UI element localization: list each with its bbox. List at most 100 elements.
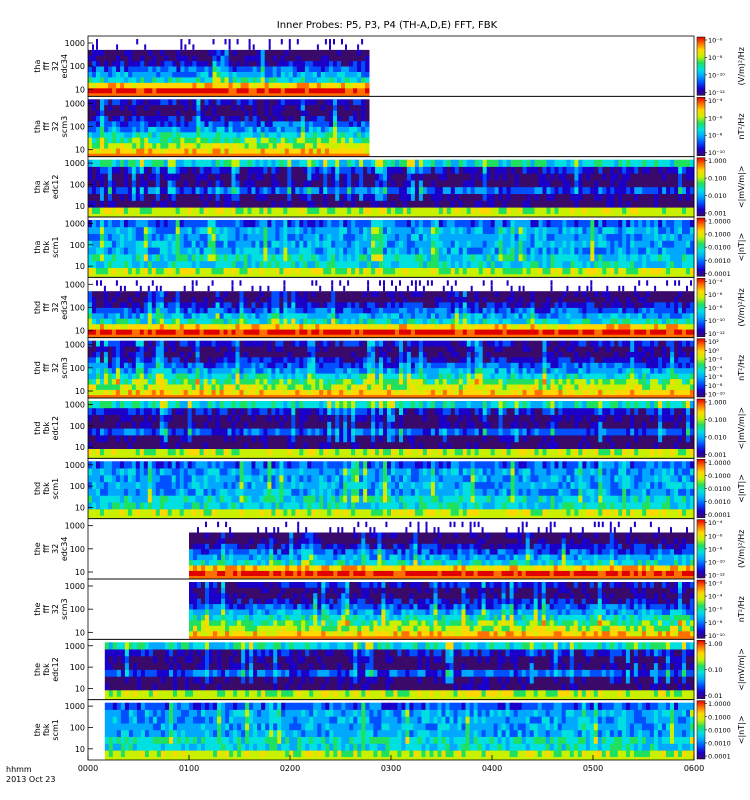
heatmap-cell xyxy=(490,159,496,167)
heatmap-cell xyxy=(391,329,396,335)
heatmap-cell xyxy=(345,104,350,111)
heatmap-cell xyxy=(283,302,288,308)
heatmap-cell xyxy=(255,226,260,234)
heatmap-cell xyxy=(160,137,165,144)
heatmap-cell xyxy=(259,233,264,241)
heatmap-cell xyxy=(204,60,209,67)
heatmap-cell xyxy=(658,214,663,217)
heatmap-cell xyxy=(196,71,201,78)
heatmap-cell xyxy=(123,302,129,308)
heatmap-cell xyxy=(207,285,210,292)
heatmap-cell xyxy=(164,131,169,138)
heatmap-cell xyxy=(139,312,145,319)
heatmap-cell xyxy=(379,247,384,255)
heatmap-cell xyxy=(299,323,304,330)
heatmap-cell xyxy=(367,180,372,188)
heatmap-cell xyxy=(280,110,286,116)
heatmap-cell xyxy=(267,302,272,308)
heatmap-cell xyxy=(308,87,314,94)
heatmap-cell xyxy=(470,180,476,188)
heatmap-cell xyxy=(224,115,229,122)
heatmap-cell xyxy=(353,126,358,133)
heatmap-cell xyxy=(434,193,440,201)
heatmap-cell xyxy=(638,159,643,167)
heatmap-cell xyxy=(251,296,256,303)
heatmap-cell xyxy=(371,323,376,330)
heatmap-cell xyxy=(554,274,559,278)
heatmap-cell xyxy=(642,186,647,194)
heatmap-cell xyxy=(179,302,185,308)
heatmap-cell xyxy=(357,55,362,62)
heatmap-cell xyxy=(307,233,312,241)
heatmap-cell xyxy=(674,220,679,228)
heatmap-cell xyxy=(259,291,264,297)
heatmap-cell xyxy=(324,148,330,154)
heatmap-cell xyxy=(578,240,583,248)
heatmap-cell xyxy=(339,186,344,194)
heatmap-cell xyxy=(103,291,109,297)
heatmap-cell xyxy=(363,207,368,215)
heatmap-cell xyxy=(219,307,224,314)
heatmap-cell xyxy=(674,233,679,241)
heatmap-cell xyxy=(207,214,212,217)
heatmap-cell xyxy=(686,200,691,208)
heatmap-cell xyxy=(171,240,177,248)
heatmap-cell xyxy=(363,159,368,167)
heatmap-cell xyxy=(678,180,683,188)
heatmap-cell xyxy=(131,296,137,303)
heatmap-cell xyxy=(335,207,340,215)
heatmap-cell xyxy=(267,323,272,330)
heatmap-cell xyxy=(92,173,97,181)
heatmap-cell xyxy=(442,193,448,201)
heatmap-cell xyxy=(116,87,121,94)
heatmap-cell xyxy=(406,159,412,167)
heatmap-cell xyxy=(111,260,117,268)
heatmap-cell xyxy=(367,159,372,167)
heatmap-cell xyxy=(256,153,262,157)
heatmap-cell xyxy=(331,180,336,188)
heatmap-cell xyxy=(438,214,444,217)
heatmap-cell xyxy=(690,193,695,201)
heatmap-cell xyxy=(147,296,153,303)
heatmap-cell xyxy=(136,142,141,149)
heatmap-cell xyxy=(163,200,169,208)
heatmap-cell xyxy=(139,247,145,255)
heatmap-cell xyxy=(304,137,310,144)
heatmap-cell xyxy=(562,173,567,181)
heatmap-cell xyxy=(546,274,551,278)
heatmap-cell xyxy=(590,240,595,248)
heatmap-cell xyxy=(666,220,671,228)
heatmap-cell xyxy=(187,166,193,174)
heatmap-cell xyxy=(526,166,531,174)
colorbar-tick-label: 10⁻⁶ xyxy=(708,37,723,45)
heatmap-cell xyxy=(171,226,177,234)
heatmap-cell xyxy=(387,247,392,255)
heatmap-cell xyxy=(128,87,133,94)
heatmap-cell xyxy=(478,200,484,208)
heatmap-cell xyxy=(96,267,101,275)
heatmap-cell xyxy=(287,312,292,319)
heatmap-cell xyxy=(299,318,304,325)
heatmap-cell xyxy=(554,220,559,228)
heatmap-cell xyxy=(333,115,338,122)
heatmap-cell xyxy=(353,66,358,72)
heatmap-cell xyxy=(88,207,93,215)
heatmap-cell xyxy=(331,334,336,338)
heatmap-cell xyxy=(111,233,117,241)
heatmap-cell xyxy=(96,39,98,45)
heatmap-cell xyxy=(256,142,262,149)
heatmap-cell xyxy=(223,260,228,268)
heatmap-cell xyxy=(183,267,189,275)
heatmap-cell xyxy=(259,267,264,275)
heatmap-cell xyxy=(438,159,444,167)
y-tick-label: 100 xyxy=(70,241,85,250)
heatmap-cell xyxy=(308,99,314,106)
heatmap-cell xyxy=(100,207,105,215)
heatmap-cell xyxy=(123,274,129,278)
heatmap-cell xyxy=(514,200,519,208)
heatmap-cell xyxy=(199,329,204,335)
heatmap-cell xyxy=(96,99,101,106)
heatmap-cell xyxy=(164,55,169,62)
heatmap-cell xyxy=(678,220,683,228)
heatmap-cell xyxy=(335,318,340,325)
